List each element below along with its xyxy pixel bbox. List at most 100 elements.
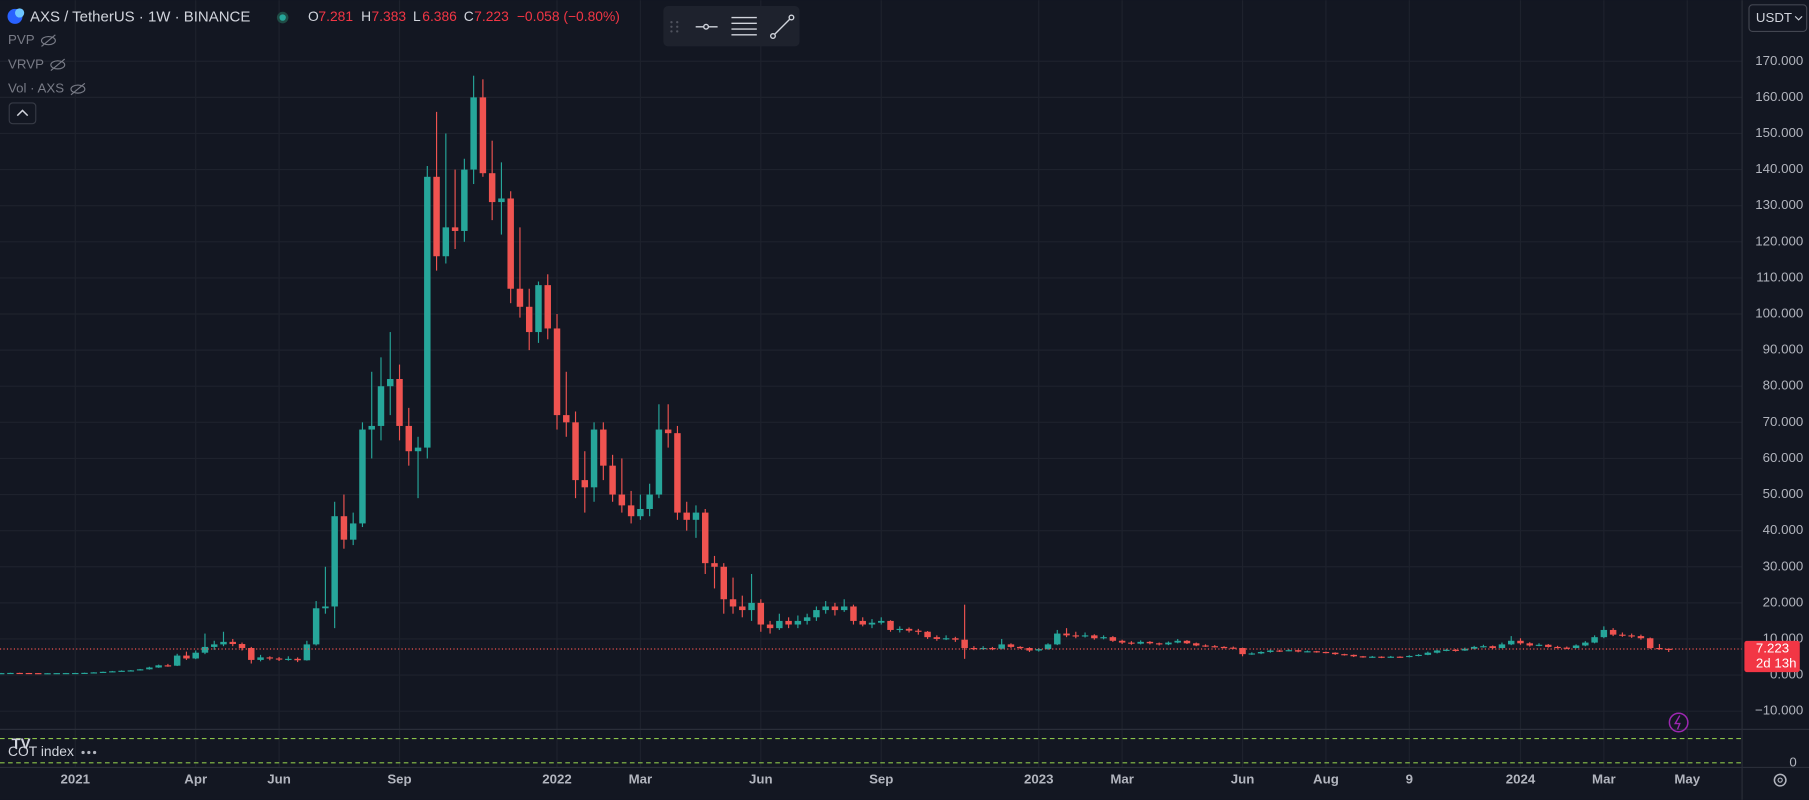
hidden-icon-strike (70, 82, 86, 96)
y-tick-label: 100.000 (1755, 306, 1803, 321)
candle-body (618, 494, 626, 506)
candle-body (1526, 643, 1533, 646)
candle-body (590, 429, 598, 488)
candle-body (674, 433, 681, 513)
y-tick-label: 150.000 (1755, 125, 1803, 140)
y-tick-label: 50.000 (1763, 486, 1804, 501)
candle-body (1081, 635, 1089, 637)
candle-body (433, 176, 440, 257)
x-tick-label: Sep (869, 772, 893, 787)
ohlc-value: 7.223 (474, 8, 509, 24)
x-tick-label: Jun (267, 772, 291, 787)
candle-body (553, 328, 561, 416)
ohlc-label: H (361, 8, 371, 24)
candle-body (507, 198, 514, 289)
x-tick-label: 2024 (1506, 772, 1536, 787)
hidden-icon (50, 60, 66, 70)
candle-body (840, 606, 848, 611)
cot-tick-label: 0 (1789, 754, 1796, 769)
alert-icon-bolt (1673, 715, 1681, 730)
candle-body (414, 447, 422, 452)
candle-body (1507, 640, 1515, 645)
candle-body (322, 606, 329, 609)
candle-body (1452, 649, 1459, 651)
candle-body (183, 655, 190, 659)
candle-body (396, 379, 403, 426)
trend-line-tool[interactable] (769, 14, 795, 40)
candle-body (498, 198, 505, 203)
ohlc-label: C (464, 8, 474, 24)
candle-body (702, 512, 709, 564)
cot-title: COT index (8, 743, 74, 759)
y-tick-label: 130.000 (1755, 197, 1803, 212)
candle-body (155, 665, 162, 668)
candle-body (878, 620, 885, 623)
candle-body (220, 641, 227, 645)
y-tick-label: 90.000 (1763, 342, 1804, 357)
x-tick-label: Apr (184, 772, 207, 787)
candle-body (1146, 641, 1154, 644)
candle-body (349, 523, 357, 540)
candle-body (850, 606, 857, 621)
symbol-title[interactable]: AXS / TetherUS · 1W · BINANCE (30, 9, 250, 26)
candle-body (1044, 644, 1052, 650)
candle-body (1239, 647, 1246, 655)
candle-body (831, 606, 839, 611)
x-tick-label: Jun (749, 772, 773, 787)
y-tick-label: 40.000 (1763, 522, 1804, 537)
change: −0.058 (−0.80%) (517, 8, 620, 24)
candle-body (1257, 651, 1265, 654)
candle-body (915, 630, 922, 632)
indicator-label[interactable]: VRVP (8, 56, 44, 71)
candle-body (637, 508, 644, 517)
collapse-button[interactable] (8, 102, 37, 125)
candle-body (952, 638, 959, 640)
settings-button[interactable] (1773, 773, 1787, 787)
cot-menu[interactable] (81, 750, 97, 755)
candle-body (424, 176, 431, 448)
candle-body (785, 620, 792, 625)
collapse-icon (16, 109, 29, 117)
indicator-label[interactable]: PVP (8, 32, 35, 47)
candle-body (359, 429, 366, 524)
candle-body (720, 566, 727, 600)
x-tick-label: Jun (1231, 772, 1255, 787)
drawing-toolbar (663, 6, 800, 47)
candle-body (1637, 636, 1645, 639)
candle-body (525, 306, 533, 333)
candle-body (488, 173, 496, 203)
candle-body (248, 647, 255, 660)
candle-body (859, 620, 866, 625)
parallel-lines-tool[interactable] (731, 16, 757, 36)
currency-label: USDT (1756, 10, 1792, 25)
horizontal-ray-tool[interactable] (695, 23, 718, 30)
candle-body (266, 657, 274, 659)
candle-body (211, 644, 218, 647)
currency-button[interactable] (1748, 4, 1808, 32)
candle-body (776, 620, 783, 629)
currency-caret (1794, 15, 1803, 21)
alert-icon[interactable] (1668, 712, 1689, 733)
candle-body (1582, 642, 1589, 646)
candle-body (1443, 649, 1450, 651)
y-tick-label: 110.000 (1756, 269, 1803, 284)
x-tick-label: Mar (1110, 772, 1134, 787)
candle-body (201, 646, 209, 653)
grid (0, 0, 1743, 768)
candle-body (0, 673, 5, 675)
candle-body (1174, 640, 1181, 643)
candle-body (1600, 629, 1608, 638)
candle-body (1054, 633, 1061, 645)
candle-body (1276, 650, 1283, 652)
candle-body (739, 606, 746, 611)
candle-body (442, 227, 450, 257)
candle-body (905, 628, 913, 631)
candle-body (1563, 647, 1571, 649)
indicator-label[interactable]: Vol · AXS (8, 81, 64, 96)
candle-body (961, 639, 968, 648)
candle-body (109, 671, 116, 673)
candle-body (1220, 646, 1228, 649)
price-tag-countdown: 2d 13h (1756, 655, 1797, 670)
